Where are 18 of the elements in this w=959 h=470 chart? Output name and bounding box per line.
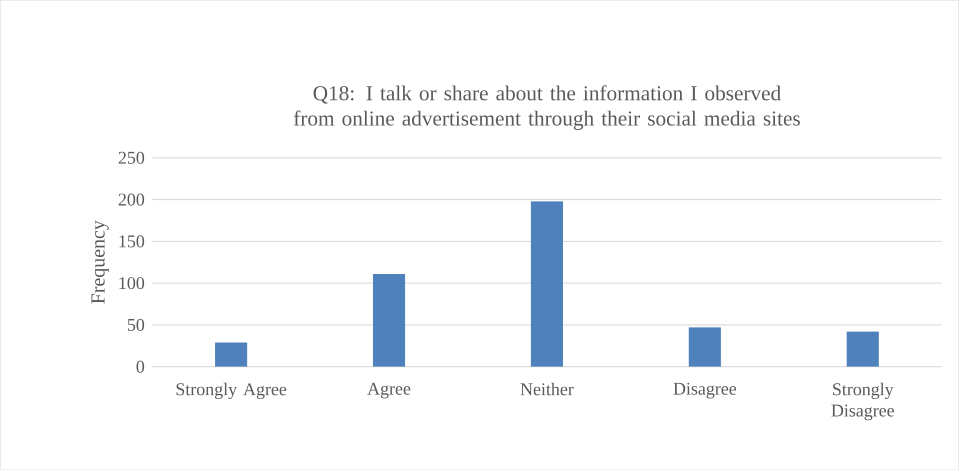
y-tick-label: 250 <box>118 152 144 164</box>
y-axis-title: Frequency <box>91 220 109 304</box>
bar <box>372 274 406 367</box>
bar <box>215 342 248 367</box>
x-tick-label: Agree <box>367 382 410 398</box>
y-tick-label: 0 <box>136 360 144 373</box>
bar <box>530 201 563 367</box>
y-tick-label: 50 <box>128 318 144 331</box>
y-tick-label: 100 <box>120 277 144 290</box>
x-tick-label: Neither <box>520 382 574 396</box>
bar <box>688 327 721 367</box>
bar <box>846 332 879 367</box>
x-tick-label: Strongly Agree <box>176 382 286 399</box>
x-tick-label: Disagree <box>674 382 736 398</box>
y-tick-label: 200 <box>118 193 144 206</box>
chart-title: Q18: I talk or share about the information I observed from online advertisement through their social media sites <box>294 85 800 130</box>
x-tick-label: Strongly Disagree <box>831 382 894 420</box>
y-tick-label: 150 <box>120 235 144 248</box>
